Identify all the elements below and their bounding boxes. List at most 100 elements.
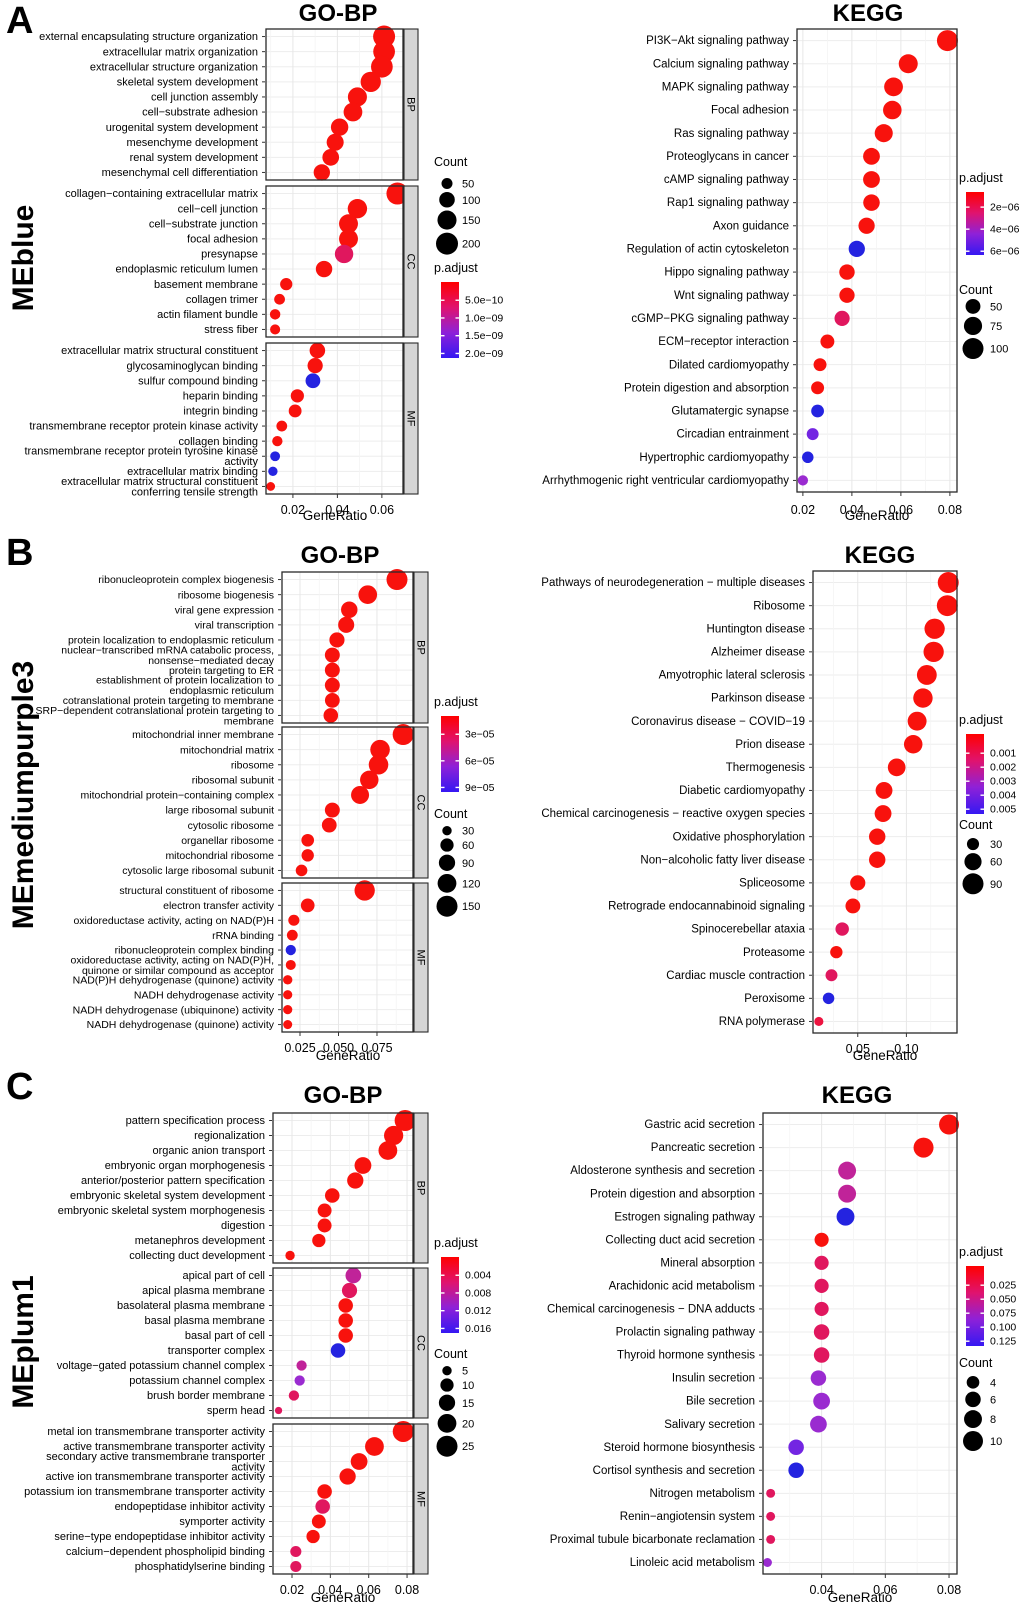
x-axis-title-c-kegg: GeneRatio bbox=[827, 1590, 893, 1605]
chart-title-c-kegg: KEGG bbox=[821, 1082, 893, 1109]
data-point bbox=[313, 164, 330, 181]
y-axis-label: RNA polymerase bbox=[719, 1016, 805, 1028]
data-point bbox=[839, 264, 855, 280]
y-axis-label: external encapsulating structure organiz… bbox=[39, 31, 258, 43]
data-point bbox=[338, 1298, 353, 1313]
facet-strip-label: BP bbox=[405, 97, 417, 112]
data-point bbox=[869, 828, 886, 845]
y-axis-label: heparin binding bbox=[183, 390, 258, 402]
y-axis-label: active ion transmembrane transporter act… bbox=[46, 1471, 266, 1483]
legend-title: Count bbox=[434, 1347, 468, 1361]
data-point bbox=[848, 240, 865, 258]
data-point bbox=[290, 389, 304, 403]
padjust-gradient-bar bbox=[966, 192, 984, 255]
x-tick-label: 0.075 bbox=[361, 1041, 392, 1055]
facet-strip bbox=[403, 28, 419, 181]
legend-value: 9e−05 bbox=[465, 782, 495, 794]
data-point bbox=[762, 1558, 772, 1567]
legend-value: 0.002 bbox=[990, 762, 1016, 774]
x-tick-label: 0.04 bbox=[840, 503, 864, 517]
data-point bbox=[825, 969, 838, 982]
data-point bbox=[874, 805, 892, 822]
y-axis-label: integrin binding bbox=[183, 406, 258, 418]
x-axis-title-b-go: GeneRatio bbox=[315, 1048, 381, 1063]
facet-strip bbox=[403, 185, 419, 338]
y-axis-label: mitochondrial ribosome bbox=[165, 850, 274, 862]
data-point bbox=[270, 451, 281, 462]
legend-value: 60 bbox=[990, 857, 1002, 869]
y-axis-label: Cardiac muscle contraction bbox=[666, 970, 805, 982]
y-axis-label: nuclear−transcribed mRNA catabolic proce… bbox=[61, 644, 274, 656]
data-point bbox=[788, 1462, 804, 1479]
data-point bbox=[338, 1313, 353, 1328]
data-point bbox=[317, 1218, 332, 1233]
data-point bbox=[373, 25, 396, 48]
x-tick-label: 0.04 bbox=[809, 1583, 833, 1597]
data-point bbox=[274, 1406, 283, 1415]
panel-label-a: A bbox=[6, 0, 34, 42]
legend-value: 0.003 bbox=[990, 776, 1016, 788]
legend-value: 20 bbox=[462, 1418, 474, 1430]
data-point bbox=[806, 428, 819, 441]
padjust-gradient-bar bbox=[966, 1266, 984, 1346]
y-axis-label: oxidoreductase activity, acting on NAD(P… bbox=[71, 954, 274, 966]
y-axis-label: secondary active transmembrane transport… bbox=[46, 1451, 265, 1463]
y-axis-label: endoplasmic reticulum bbox=[170, 685, 275, 697]
legend-value: 4e−06 bbox=[990, 224, 1020, 236]
legend-dot bbox=[436, 895, 458, 917]
y-axis-label: organic anion transport bbox=[152, 1145, 265, 1157]
data-point bbox=[339, 1468, 356, 1485]
data-point bbox=[850, 875, 866, 891]
legend-dot bbox=[441, 178, 453, 189]
x-axis-title-a-kegg: GeneRatio bbox=[844, 508, 910, 523]
data-point bbox=[317, 1203, 332, 1218]
data-point bbox=[347, 198, 368, 219]
data-point bbox=[766, 1511, 776, 1521]
plot-panel bbox=[266, 186, 403, 337]
legend-value: 150 bbox=[462, 901, 480, 913]
legend-value: 10 bbox=[462, 1380, 474, 1392]
y-axis-label: mesenchymal cell differentiation bbox=[102, 167, 258, 179]
data-point bbox=[311, 1514, 326, 1529]
x-tick-label: 0.04 bbox=[325, 503, 349, 517]
y-axis-label: Pancreatic secretion bbox=[651, 1142, 755, 1154]
y-axis-label: urogenital system development bbox=[106, 122, 258, 134]
legend-value: 1.5e−09 bbox=[465, 330, 503, 342]
y-axis-label: phosphatidylserine binding bbox=[135, 1561, 265, 1573]
y-axis-label: Thermogenesis bbox=[726, 762, 806, 774]
data-point bbox=[936, 30, 958, 52]
y-axis-label: calcium−dependent phospholipid binding bbox=[66, 1546, 265, 1558]
data-point bbox=[797, 475, 809, 486]
legend-value: 90 bbox=[462, 858, 474, 870]
y-axis-label: cytosolic large ribosomal subunit bbox=[122, 865, 274, 877]
y-axis-label: embryonic skeletal system morphogenesis bbox=[58, 1205, 266, 1217]
data-point bbox=[330, 118, 349, 136]
data-point bbox=[936, 595, 958, 617]
facet-strip-label: BP bbox=[415, 1181, 427, 1196]
legend-value: 0.005 bbox=[990, 804, 1016, 816]
plot-panel bbox=[813, 571, 957, 1033]
y-axis-label: brush border membrane bbox=[147, 1390, 265, 1402]
y-axis-label: ribosome bbox=[231, 759, 274, 771]
data-point bbox=[288, 914, 300, 926]
legend-dot bbox=[437, 1413, 457, 1433]
data-point bbox=[811, 404, 824, 418]
y-axis-label: Cortisol synthesis and secretion bbox=[593, 1465, 755, 1477]
legend-value: 0.025 bbox=[990, 1280, 1016, 1292]
y-axis-label: cotranslational protein targeting to mem… bbox=[63, 695, 274, 707]
plot-panel bbox=[797, 29, 957, 492]
legend-value: 50 bbox=[462, 179, 474, 191]
data-point bbox=[286, 929, 298, 941]
data-point bbox=[276, 420, 288, 432]
y-axis-label: potassium ion transmembrane transporter … bbox=[24, 1486, 265, 1498]
y-axis-label: symporter activity bbox=[179, 1516, 265, 1528]
facet-strip-label: MF bbox=[415, 950, 427, 966]
padjust-legend: p.adjust 3e−05 6e−05 9e−05 bbox=[434, 695, 495, 794]
data-point bbox=[307, 358, 323, 374]
data-point bbox=[813, 1392, 830, 1410]
padjust-gradient-bar bbox=[441, 1257, 459, 1333]
legend-title: p.adjust bbox=[959, 171, 1003, 185]
data-point bbox=[315, 1499, 330, 1514]
y-axis-label: Axon guidance bbox=[713, 220, 789, 232]
y-axis-label: extracellular matrix structural constitu… bbox=[61, 476, 258, 488]
